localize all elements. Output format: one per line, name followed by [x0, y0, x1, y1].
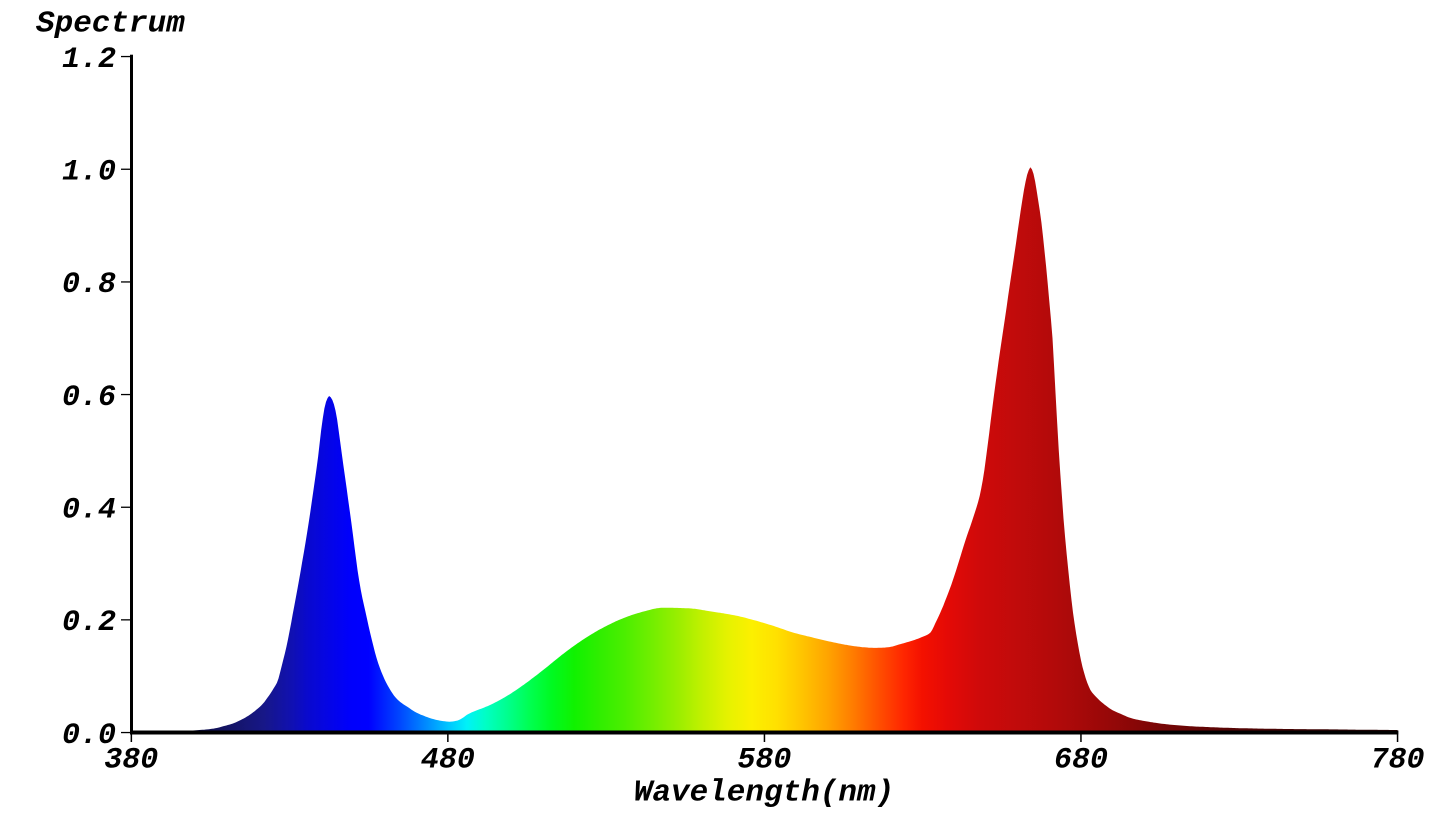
svg-text:0.2: 0.2 [62, 606, 116, 640]
svg-text:780: 780 [1370, 744, 1424, 778]
svg-text:0.4: 0.4 [62, 494, 116, 528]
svg-text:380: 380 [104, 744, 158, 778]
svg-text:1.2: 1.2 [62, 43, 116, 77]
svg-text:0.8: 0.8 [62, 268, 116, 302]
svg-text:0.6: 0.6 [62, 381, 116, 415]
svg-text:0.0: 0.0 [62, 719, 116, 753]
svg-text:Spectrum: Spectrum [36, 7, 185, 42]
svg-text:680: 680 [1054, 744, 1108, 778]
svg-text:480: 480 [421, 744, 475, 778]
svg-text:Wavelength(nm): Wavelength(nm) [634, 776, 894, 811]
svg-text:1.0: 1.0 [62, 156, 116, 190]
svg-text:580: 580 [737, 744, 791, 778]
